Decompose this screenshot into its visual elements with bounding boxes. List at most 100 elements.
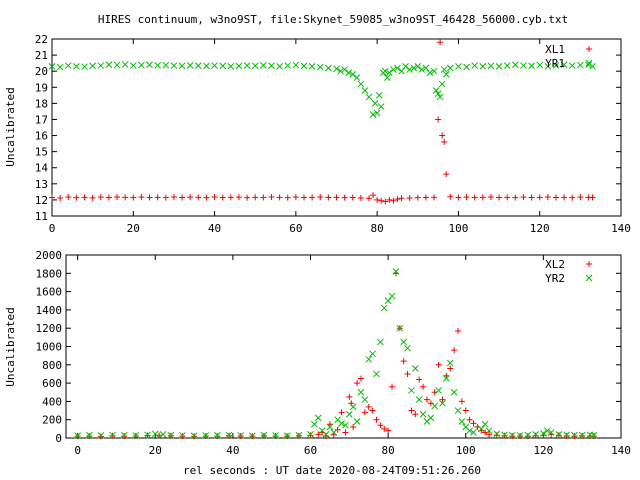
bottom-data-point-yr2 — [516, 432, 524, 439]
top-data-point-xl1 — [437, 39, 444, 46]
top-data-point-yr1 — [402, 63, 409, 70]
top-data-point-xl1 — [341, 194, 348, 201]
bottom-data-point-xl2 — [179, 433, 186, 440]
bottom-data-point-xl2 — [509, 433, 516, 440]
top-x-tick-label: 140 — [611, 222, 631, 235]
top-data-point-yr1 — [365, 93, 373, 101]
top-data-point-yr1 — [97, 62, 105, 69]
top-data-point-yr1 — [560, 61, 568, 69]
top-data-point-xl1 — [366, 195, 373, 202]
top-data-point-xl1 — [170, 194, 177, 201]
bottom-y-axis-label: Uncalibrated — [4, 307, 17, 386]
bottom-data-point-xl2 — [563, 432, 570, 439]
top-data-point-yr1 — [520, 62, 527, 69]
top-data-point-yr1 — [333, 65, 340, 73]
top-x-tick-label: 60 — [289, 222, 302, 235]
top-data-point-yr1 — [170, 62, 178, 69]
bottom-data-point-yr2 — [159, 430, 167, 438]
bottom-data-point-xl2 — [214, 433, 221, 440]
top-data-point-xl1 — [49, 194, 55, 201]
bottom-data-point-yr2 — [470, 429, 477, 436]
bottom-data-point-yr2 — [353, 418, 361, 425]
top-data-point-xl1 — [187, 194, 194, 201]
bottom-data-point-yr2 — [540, 430, 547, 437]
top-data-point-xl1 — [349, 194, 356, 201]
chart-title: HIRES continuum, w3no9ST, file:Skynet_59… — [98, 13, 568, 26]
bottom-data-point-yr2 — [501, 431, 508, 439]
top-data-point-yr1 — [369, 111, 377, 118]
bottom-data-point-yr2 — [260, 431, 268, 439]
bottom-data-point-xl2 — [524, 433, 531, 440]
bottom-data-point-yr2 — [330, 429, 338, 436]
top-data-point-yr1 — [349, 71, 357, 78]
top-data-point-yr1 — [227, 63, 235, 70]
bottom-data-point-yr2 — [248, 432, 256, 440]
top-data-point-xl1 — [219, 194, 226, 201]
top-data-point-yr1 — [219, 62, 227, 70]
top-data-point-yr1 — [422, 64, 430, 72]
bottom-data-point-yr2 — [454, 407, 462, 414]
bottom-data-point-xl2 — [579, 432, 586, 439]
top-x-tick-label: 120 — [530, 222, 550, 235]
bottom-y-tick-label: 0 — [55, 432, 62, 445]
top-legend-label-yr1: YR1 — [545, 57, 565, 70]
top-data-point-yr1 — [383, 74, 391, 81]
top-data-point-yr1 — [552, 62, 560, 69]
top-data-point-xl1 — [479, 194, 486, 201]
bottom-data-point-xl2 — [369, 407, 376, 414]
bottom-data-point-yr2 — [373, 370, 380, 378]
bottom-data-point-xl2 — [451, 347, 458, 354]
top-data-point-xl1 — [528, 194, 535, 201]
bottom-data-point-yr2 — [543, 427, 551, 435]
bottom-data-point-yr2 — [109, 431, 116, 439]
bottom-data-point-yr2 — [342, 421, 349, 429]
top-x-tick-label: 80 — [371, 222, 384, 235]
bottom-data-point-xl2 — [97, 433, 104, 440]
bottom-data-point-xl2 — [389, 383, 396, 390]
bottom-x-tick-label: 140 — [611, 444, 631, 457]
bottom-data-point-xl2 — [350, 424, 357, 431]
top-data-point-xl1 — [370, 192, 377, 199]
top-data-point-yr1 — [438, 80, 446, 88]
top-y-tick-label: 12 — [35, 194, 48, 207]
top-data-point-xl1 — [276, 194, 283, 201]
top-data-point-yr1 — [479, 63, 487, 70]
bottom-data-point-yr2 — [404, 344, 411, 352]
bottom-data-point-xl2 — [462, 407, 469, 414]
top-data-point-xl1 — [105, 194, 112, 201]
bottom-data-point-yr2 — [508, 431, 516, 439]
top-legend-marker-xl1 — [586, 46, 592, 52]
bottom-x-tick-label: 80 — [382, 444, 395, 457]
top-data-point-yr1 — [243, 62, 251, 69]
top-data-point-yr1 — [446, 64, 454, 72]
bottom-plot-frame — [65, 254, 622, 439]
top-data-point-xl1 — [504, 194, 511, 201]
bottom-data-point-xl2 — [447, 365, 454, 372]
bottom-x-tick-label: 60 — [304, 444, 317, 457]
top-data-point-yr1 — [259, 62, 267, 69]
top-data-point-xl1 — [447, 193, 454, 200]
bottom-data-point-xl2 — [423, 396, 430, 403]
top-data-point-yr1 — [414, 63, 422, 70]
bottom-data-point-xl2 — [86, 432, 93, 439]
top-data-point-yr1 — [138, 61, 145, 69]
top-data-point-xl1 — [65, 194, 72, 201]
bottom-data-point-yr2 — [190, 432, 198, 440]
top-data-point-xl1 — [162, 194, 169, 201]
bottom-data-point-xl2 — [381, 425, 388, 432]
bottom-data-point-xl2 — [501, 432, 508, 439]
bottom-y-tick-label: 2000 — [36, 249, 63, 262]
top-data-point-xl1 — [577, 194, 584, 201]
top-plot-frame — [51, 38, 622, 217]
top-data-point-yr1 — [146, 61, 153, 69]
bottom-data-point-yr2 — [578, 431, 586, 439]
top-y-tick-label: 22 — [35, 33, 48, 46]
top-data-point-xl1 — [211, 194, 218, 201]
top-data-point-yr1 — [308, 63, 316, 70]
top-data-point-xl1 — [382, 198, 389, 205]
top-data-point-xl1 — [252, 194, 259, 201]
top-data-point-yr1 — [568, 62, 576, 69]
bottom-data-point-yr2 — [450, 388, 458, 396]
top-data-point-yr1 — [585, 61, 592, 69]
